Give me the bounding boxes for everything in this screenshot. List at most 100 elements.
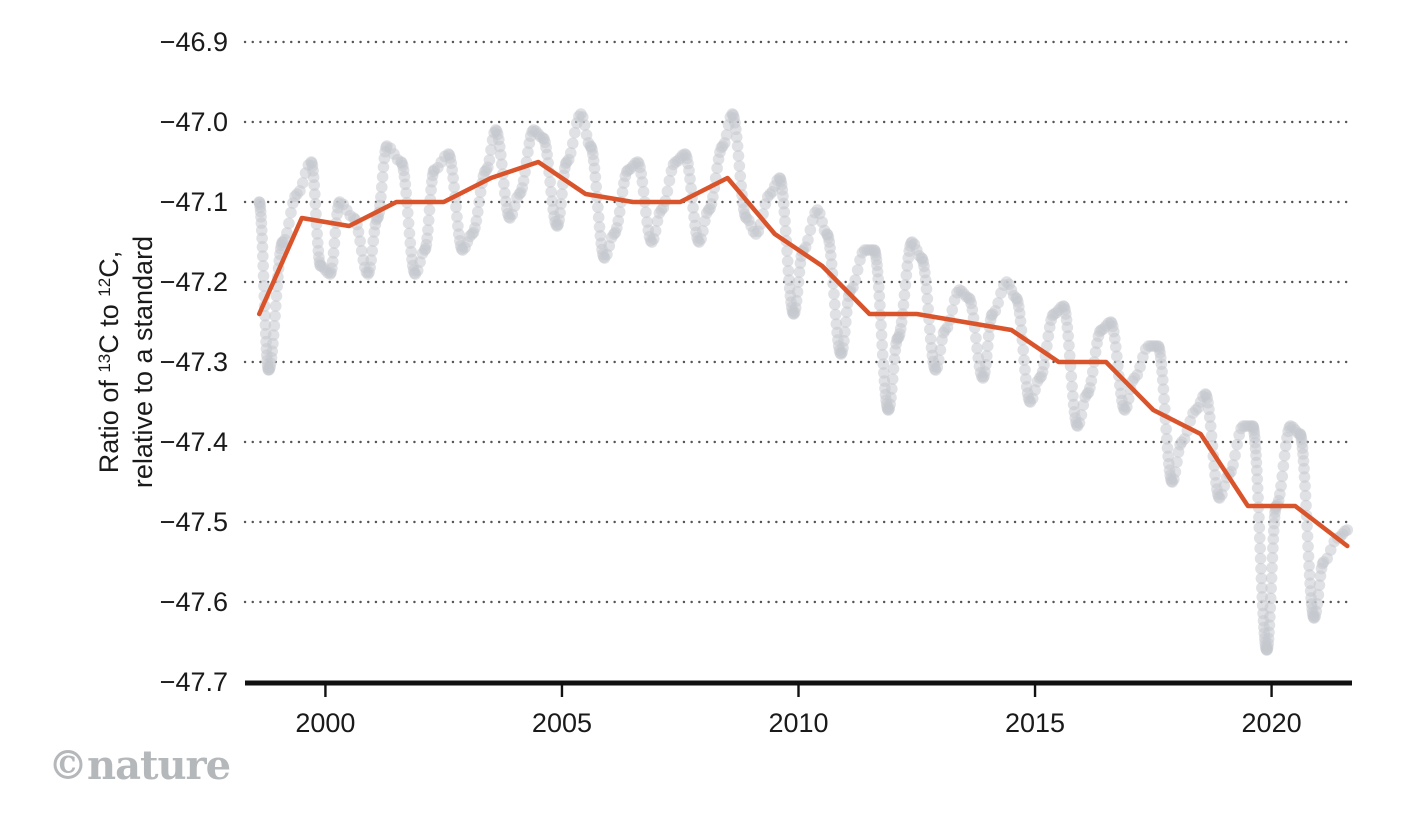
monthly-point bbox=[1038, 359, 1050, 371]
monthly-point bbox=[281, 227, 293, 239]
monthly-point bbox=[613, 206, 626, 218]
monthly-point bbox=[778, 206, 791, 218]
monthly-point bbox=[257, 260, 269, 272]
monthly-point bbox=[375, 181, 388, 193]
monthly-point bbox=[1303, 560, 1315, 572]
monthly-point bbox=[886, 383, 898, 395]
monthly-point bbox=[590, 180, 602, 193]
monthly-point bbox=[470, 215, 483, 227]
monthly-point bbox=[517, 175, 530, 187]
monthly-point bbox=[1042, 330, 1055, 342]
monthly-point bbox=[377, 161, 390, 173]
monthly-point bbox=[522, 146, 534, 158]
annual-line-group bbox=[256, 159, 1350, 549]
monthly-point bbox=[640, 206, 652, 219]
y-axis-title-line: relative to a standard bbox=[128, 236, 158, 488]
monthly-point bbox=[802, 234, 814, 246]
y-axis-title-line: Ratio of 13C to 12C, bbox=[94, 251, 124, 473]
monthly-point bbox=[981, 340, 994, 352]
monthly-point bbox=[1066, 380, 1078, 393]
monthly-point bbox=[1298, 471, 1311, 483]
monthly-point bbox=[980, 359, 992, 371]
monthly-point bbox=[876, 339, 888, 351]
monthly-point bbox=[924, 333, 937, 345]
monthly-point bbox=[1313, 579, 1326, 591]
monthly-point bbox=[400, 187, 412, 199]
monthly-point bbox=[328, 237, 341, 249]
monthly-point bbox=[782, 265, 795, 277]
monthly-point bbox=[1085, 375, 1098, 387]
monthly-point bbox=[308, 188, 321, 200]
monthly-point bbox=[1253, 532, 1266, 544]
monthly-point bbox=[711, 162, 723, 174]
monthly-point bbox=[612, 215, 625, 227]
monthly-point bbox=[1298, 462, 1310, 475]
monthly-point bbox=[1252, 491, 1264, 504]
monthly-point bbox=[1255, 572, 1268, 585]
monthly-point bbox=[697, 225, 709, 237]
monthly-point bbox=[269, 310, 281, 322]
monthly-point bbox=[1122, 393, 1135, 405]
monthly-point bbox=[1158, 393, 1170, 405]
y-tick-label: −47.3 bbox=[160, 347, 228, 377]
monthly-point bbox=[423, 204, 436, 216]
monthly-point bbox=[352, 226, 365, 238]
monthly-point bbox=[825, 258, 838, 270]
monthly-point bbox=[840, 316, 852, 328]
monthly-point bbox=[404, 237, 417, 249]
y-tick-label: −47.6 bbox=[160, 587, 228, 617]
monthly-point bbox=[885, 391, 897, 404]
monthly-point bbox=[327, 247, 340, 259]
monthly-point bbox=[663, 174, 676, 187]
monthly-point bbox=[804, 224, 817, 236]
monthly-point bbox=[1205, 430, 1218, 442]
monthly-point bbox=[1267, 533, 1280, 545]
monthly-point bbox=[498, 177, 510, 190]
monthly-point bbox=[637, 185, 650, 198]
x-tick-labels: 2000 2005 2010 2015 2020 bbox=[295, 708, 1301, 738]
monthly-point bbox=[1156, 365, 1168, 378]
monthly-point bbox=[564, 147, 577, 159]
monthly-point bbox=[1161, 433, 1173, 445]
monthly-point bbox=[1109, 341, 1122, 353]
monthly-point bbox=[825, 249, 837, 262]
monthly-point bbox=[1312, 589, 1325, 601]
monthly-point bbox=[270, 290, 283, 302]
monthly-point bbox=[1041, 340, 1053, 352]
x-tick-label: 2005 bbox=[532, 708, 592, 738]
monthly-point bbox=[1160, 423, 1172, 435]
monthly-point bbox=[779, 225, 792, 237]
monthly-point bbox=[367, 235, 380, 247]
monthly-point bbox=[1075, 409, 1088, 421]
monthly-point bbox=[1227, 459, 1239, 471]
monthly-point bbox=[731, 140, 744, 152]
monthly-point bbox=[592, 211, 605, 224]
monthly-point bbox=[448, 181, 460, 193]
monthly-point bbox=[1265, 572, 1278, 584]
monthly-point bbox=[1204, 420, 1217, 432]
monthly-point bbox=[616, 186, 629, 198]
monthly-point bbox=[1302, 550, 1315, 563]
monthly-point bbox=[578, 119, 591, 131]
monthly-point bbox=[402, 217, 415, 229]
monthly-point bbox=[1299, 489, 1312, 502]
monthly-point bbox=[897, 299, 910, 311]
monthly-point bbox=[258, 280, 270, 292]
monthly-point bbox=[1256, 582, 1268, 594]
monthly-point bbox=[296, 177, 309, 189]
y-axis-title: Ratio of 13C to 12C, relative to a standa… bbox=[94, 236, 158, 488]
monthly-point bbox=[1089, 346, 1102, 358]
monthly-point bbox=[311, 228, 323, 240]
y-tick-label: −47.4 bbox=[160, 427, 228, 457]
monthly-point bbox=[1254, 542, 1266, 555]
monthly-point bbox=[921, 292, 934, 305]
monthly-point bbox=[483, 154, 496, 166]
monthly-point bbox=[401, 207, 414, 219]
monthly-point bbox=[1255, 562, 1267, 575]
monthly-point bbox=[992, 297, 1004, 309]
monthly-point bbox=[1161, 442, 1174, 454]
monthly-point bbox=[790, 295, 803, 307]
monthly-point bbox=[839, 326, 851, 338]
monthly-point bbox=[1278, 449, 1291, 462]
monthly-point bbox=[649, 225, 662, 237]
